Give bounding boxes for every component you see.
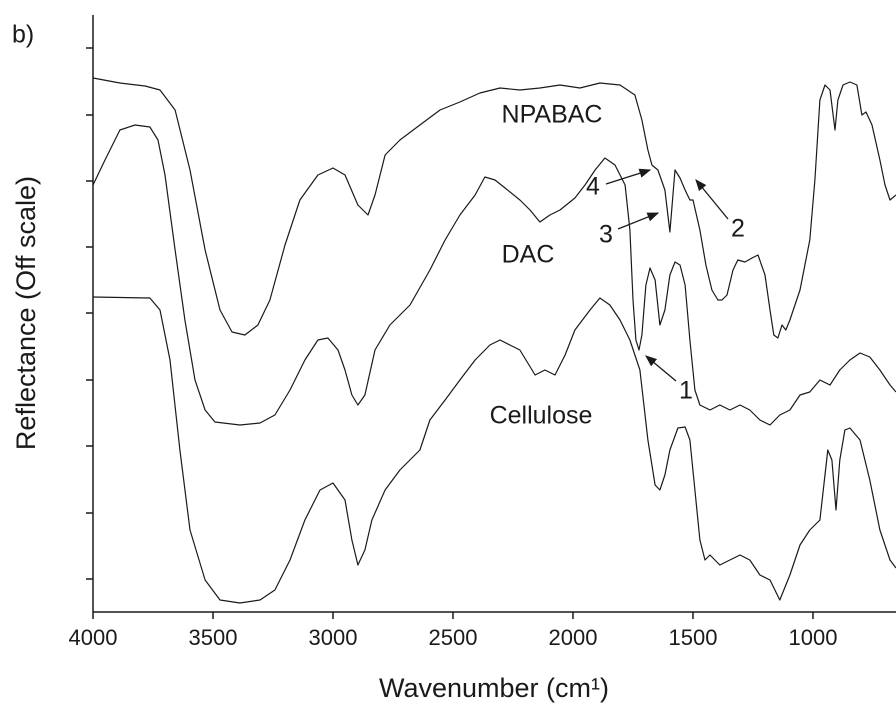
y-axis-title: Reflectance (Off scale) [11,176,41,450]
annotation: 1 [679,377,693,405]
x-tick-label: 4000 [69,625,118,650]
x-tick-label: 3000 [309,625,358,650]
spectrum-line [92,77,896,339]
x-tick-label: 1500 [668,625,717,650]
arrow [605,168,652,185]
x-tick-label: 1000 [788,625,837,650]
arrow [645,355,677,382]
annotation: 3 [599,221,613,249]
x-tick-label: 2000 [548,625,597,650]
annotation-arrows [605,168,729,382]
x-axis-title: Wavenumber (cm¹) [379,673,609,703]
arrow [695,179,729,220]
spectrum-line [92,296,896,604]
annotation: Cellulose [490,402,593,430]
annotation: NPABAC [502,101,603,129]
spectrum-line [92,124,896,426]
annotation: 4 [586,173,600,201]
annotation: 2 [731,215,745,243]
panel-label: b) [12,21,34,49]
x-tick-label: 2500 [429,625,478,650]
annotation: DAC [502,241,555,269]
plot-area [92,77,896,604]
arrow [617,212,660,230]
x-tick-label: 3500 [189,625,238,650]
